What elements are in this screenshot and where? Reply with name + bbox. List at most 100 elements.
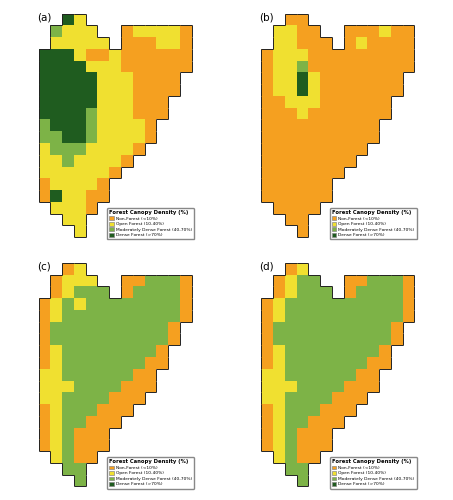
Bar xyxy=(297,14,308,26)
Bar xyxy=(344,404,356,416)
Bar xyxy=(39,84,50,96)
Bar xyxy=(308,108,320,120)
Bar xyxy=(273,178,285,190)
Bar xyxy=(109,334,121,345)
Bar xyxy=(297,474,308,486)
Bar xyxy=(97,334,109,345)
Bar xyxy=(261,155,273,166)
Bar xyxy=(74,334,86,345)
Bar xyxy=(261,72,273,84)
Bar xyxy=(297,380,308,392)
Bar xyxy=(285,202,297,213)
Bar xyxy=(332,49,344,60)
Bar xyxy=(39,334,50,345)
Bar xyxy=(297,274,308,286)
Bar xyxy=(285,263,297,274)
Bar xyxy=(121,26,133,37)
Bar xyxy=(332,84,344,96)
Bar xyxy=(273,334,285,345)
Bar xyxy=(50,96,62,108)
Bar xyxy=(320,37,332,49)
Bar xyxy=(308,155,320,166)
Bar xyxy=(86,49,97,60)
Bar xyxy=(133,380,145,392)
Bar xyxy=(273,84,285,96)
Bar xyxy=(356,72,367,84)
Bar xyxy=(367,26,379,37)
Bar xyxy=(273,96,285,108)
Bar xyxy=(308,274,320,286)
Bar xyxy=(273,428,285,440)
Bar xyxy=(356,26,367,37)
Bar xyxy=(379,84,391,96)
Bar xyxy=(97,345,109,357)
Bar xyxy=(344,298,356,310)
Bar xyxy=(156,334,168,345)
Bar xyxy=(297,49,308,60)
Bar xyxy=(86,72,97,84)
Bar xyxy=(62,428,74,440)
Bar xyxy=(285,345,297,357)
Bar xyxy=(121,49,133,60)
Bar xyxy=(121,322,133,334)
Bar xyxy=(168,84,180,96)
Bar xyxy=(121,37,133,49)
Bar xyxy=(261,392,273,404)
Bar xyxy=(297,368,308,380)
Bar xyxy=(297,322,308,334)
Bar xyxy=(86,202,97,213)
Bar xyxy=(332,143,344,155)
Bar xyxy=(297,298,308,310)
Bar xyxy=(109,310,121,322)
Bar xyxy=(109,357,121,368)
Bar xyxy=(320,286,332,298)
Bar xyxy=(308,334,320,345)
Bar xyxy=(39,60,50,72)
Bar xyxy=(332,392,344,404)
Bar xyxy=(62,14,74,26)
Bar xyxy=(50,37,62,49)
Bar xyxy=(285,214,297,226)
Bar xyxy=(297,357,308,368)
Bar xyxy=(273,392,285,404)
Bar xyxy=(320,60,332,72)
Bar xyxy=(297,155,308,166)
Bar xyxy=(261,120,273,132)
Bar xyxy=(50,368,62,380)
Bar xyxy=(86,190,97,202)
Bar xyxy=(74,451,86,463)
Bar xyxy=(156,298,168,310)
Bar xyxy=(403,310,414,322)
Bar xyxy=(50,132,62,143)
Bar xyxy=(320,368,332,380)
Bar xyxy=(109,84,121,96)
Bar xyxy=(297,96,308,108)
Bar xyxy=(367,274,379,286)
Bar xyxy=(168,310,180,322)
Bar xyxy=(50,322,62,334)
Bar xyxy=(97,440,109,451)
Bar xyxy=(344,108,356,120)
Bar xyxy=(285,60,297,72)
Bar xyxy=(180,310,192,322)
Bar xyxy=(86,392,97,404)
Bar xyxy=(86,451,97,463)
Bar xyxy=(86,108,97,120)
Bar xyxy=(50,49,62,60)
Bar xyxy=(297,392,308,404)
Bar xyxy=(320,298,332,310)
Bar xyxy=(356,37,367,49)
Bar xyxy=(261,404,273,416)
Bar xyxy=(109,132,121,143)
Bar xyxy=(356,334,367,345)
Bar xyxy=(367,60,379,72)
Bar xyxy=(86,143,97,155)
Bar xyxy=(168,72,180,84)
Bar xyxy=(62,96,74,108)
Bar xyxy=(62,178,74,190)
Bar xyxy=(168,298,180,310)
Bar xyxy=(285,132,297,143)
Bar xyxy=(391,26,403,37)
Bar xyxy=(145,132,156,143)
Bar xyxy=(62,357,74,368)
